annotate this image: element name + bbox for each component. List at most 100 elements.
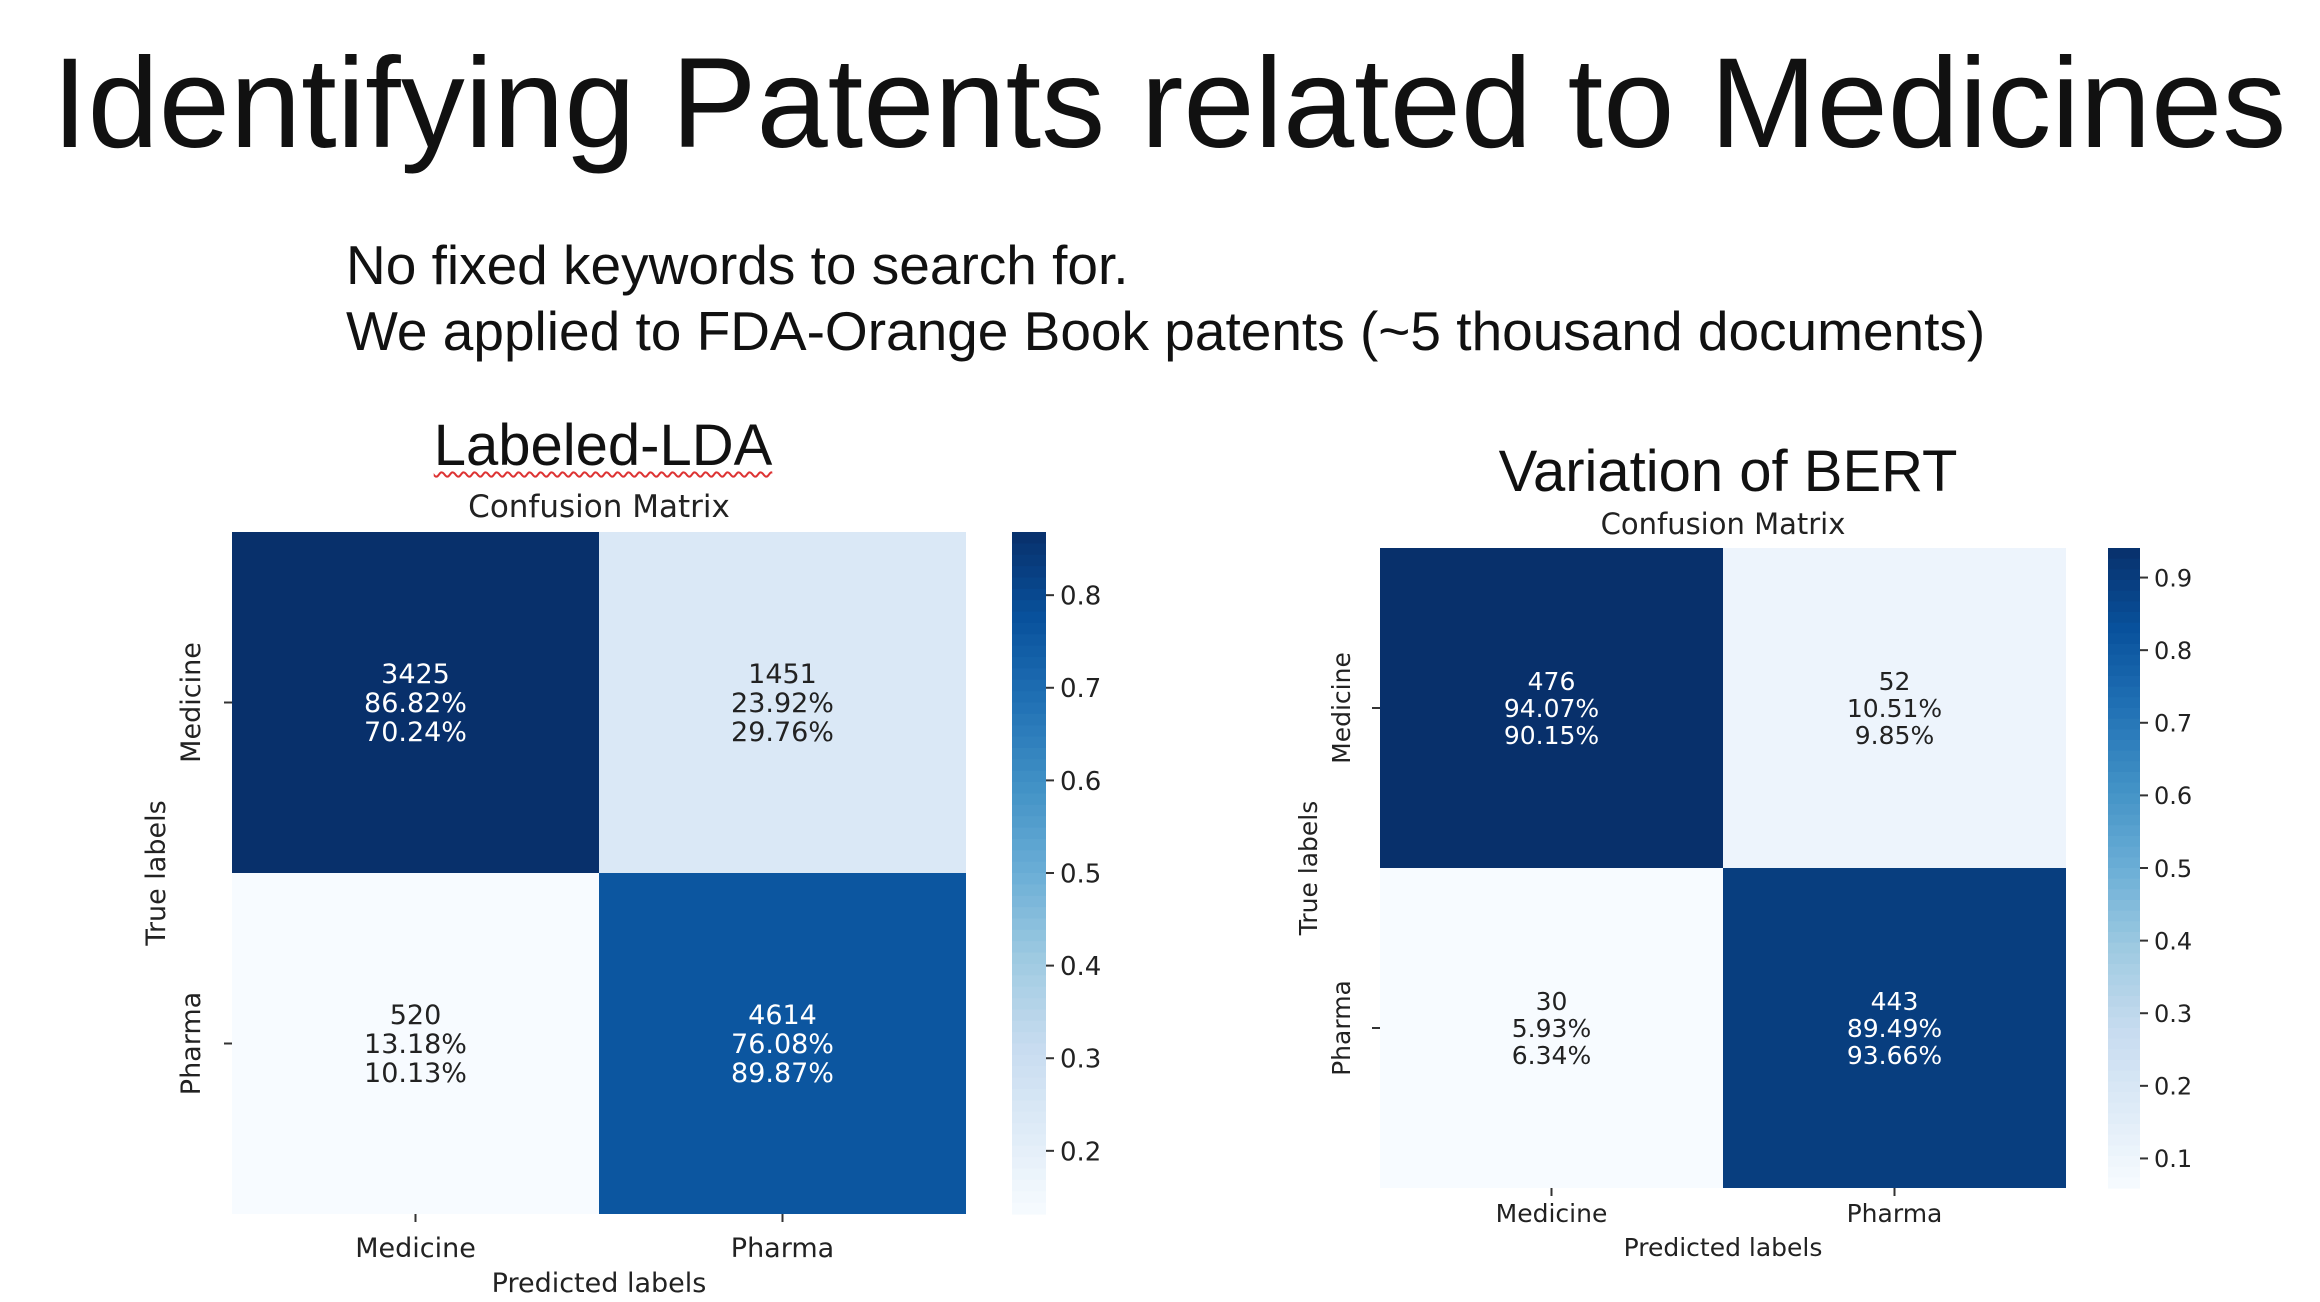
colorbar-segment bbox=[1012, 1032, 1046, 1045]
colorbar-segment bbox=[2108, 900, 2140, 912]
colorbar-segment bbox=[2108, 857, 2140, 869]
colorbar-segment bbox=[2108, 1049, 2140, 1061]
colorbar-segment bbox=[1012, 1043, 1046, 1056]
colorbar-segment bbox=[1012, 941, 1046, 954]
colorbar-segment bbox=[2108, 772, 2140, 784]
colorbar-segment bbox=[2108, 654, 2140, 666]
colorbar-segment bbox=[2108, 932, 2140, 944]
colorbar-segment bbox=[1012, 1020, 1046, 1033]
lda-heading: Labeled-LDA bbox=[434, 412, 773, 479]
colorbar-segment bbox=[1012, 702, 1046, 715]
cell-label: 89.49% bbox=[1847, 1014, 1942, 1043]
colorbar-segment bbox=[1012, 884, 1046, 897]
colorbar-tick-label: 0.7 bbox=[2154, 710, 2192, 738]
colorbar-segment bbox=[2108, 612, 2140, 624]
colorbar-segment bbox=[2108, 1177, 2140, 1189]
colorbar-segment bbox=[2108, 793, 2140, 805]
colorbar-segment bbox=[2108, 964, 2140, 976]
cell-label: 94.07% bbox=[1504, 694, 1599, 723]
bert-heading: Variation of BERT bbox=[1498, 439, 1958, 504]
colorbar-segment bbox=[2108, 1166, 2140, 1178]
colorbar-segment bbox=[2108, 676, 2140, 688]
colorbar-segment bbox=[1012, 691, 1046, 704]
colorbar-segment bbox=[1012, 861, 1046, 874]
colorbar-segment bbox=[2108, 985, 2140, 997]
colorbar-segment bbox=[2108, 590, 2140, 602]
cell-label: 29.76% bbox=[731, 717, 834, 748]
colorbar-tick-label: 0.3 bbox=[2154, 1000, 2192, 1028]
cell-label: 520 bbox=[390, 1000, 442, 1031]
colorbar-segment bbox=[2108, 1092, 2140, 1104]
colorbar-segment bbox=[1012, 1191, 1046, 1204]
x-tick-label: Medicine bbox=[355, 1233, 476, 1264]
colorbar-segment bbox=[1012, 952, 1046, 965]
y-tick-label: Medicine bbox=[1327, 652, 1356, 764]
colorbar-segment bbox=[1012, 679, 1046, 692]
colorbar-segment bbox=[1012, 759, 1046, 772]
colorbar-segment bbox=[2108, 1038, 2140, 1050]
colorbar-segment bbox=[2108, 718, 2140, 730]
colorbar-segment bbox=[2108, 825, 2140, 837]
heatmap-cell bbox=[232, 532, 599, 873]
colorbar-tick-label: 0.5 bbox=[2154, 855, 2192, 883]
colorbar-segment bbox=[1012, 622, 1046, 635]
colorbar-segment bbox=[1012, 804, 1046, 817]
colorbar-segment bbox=[1012, 827, 1046, 840]
colorbar-segment bbox=[1012, 1202, 1046, 1215]
colorbar-segment bbox=[1012, 1134, 1046, 1147]
colorbar-segment bbox=[1012, 1168, 1046, 1181]
colorbar-segment bbox=[2108, 697, 2140, 709]
colorbar-segment bbox=[1012, 963, 1046, 976]
colorbar-segment bbox=[2108, 889, 2140, 901]
colorbar-segment bbox=[2108, 1124, 2140, 1136]
colorbar-segment bbox=[1012, 1077, 1046, 1090]
cell-label: 443 bbox=[1871, 987, 1919, 1016]
colorbar-tick-label: 0.6 bbox=[1060, 767, 1101, 797]
colorbar-segment bbox=[1012, 645, 1046, 658]
colorbar-segment bbox=[1012, 929, 1046, 942]
colorbar-segment bbox=[2108, 1134, 2140, 1146]
chart-title: Confusion Matrix bbox=[1601, 507, 1846, 541]
heatmap-cell bbox=[1723, 868, 2066, 1188]
colorbar-segment bbox=[1012, 782, 1046, 795]
colorbar-tick-label: 0.2 bbox=[1060, 1137, 1101, 1167]
colorbar-segment bbox=[2108, 1017, 2140, 1029]
colorbar-segment bbox=[2108, 782, 2140, 794]
colorbar-segment bbox=[1012, 1145, 1046, 1158]
heatmap-cell bbox=[232, 873, 599, 1214]
x-axis-label: Predicted labels bbox=[1624, 1233, 1823, 1262]
cell-label: 6.34% bbox=[1512, 1041, 1591, 1070]
colorbar-segment bbox=[1012, 577, 1046, 590]
colorbar-segment bbox=[1012, 1088, 1046, 1101]
colorbar-segment bbox=[1012, 554, 1046, 567]
colorbar-segment bbox=[2108, 846, 2140, 858]
colorbar-segment bbox=[2108, 644, 2140, 656]
colorbar-segment bbox=[1012, 1054, 1046, 1067]
colorbar-segment bbox=[2108, 1028, 2140, 1040]
cell-label: 52 bbox=[1879, 667, 1911, 696]
colorbar-segment bbox=[1012, 532, 1046, 544]
colorbar-segment bbox=[2108, 1156, 2140, 1168]
heatmap-cell bbox=[1380, 548, 1723, 868]
colorbar-segment bbox=[1012, 975, 1046, 988]
colorbar-segment bbox=[2108, 814, 2140, 826]
colorbar-segment bbox=[1012, 998, 1046, 1010]
heatmap-cell bbox=[1380, 868, 1723, 1188]
cell-label: 30 bbox=[1536, 987, 1568, 1016]
colorbar-segment bbox=[1012, 543, 1046, 556]
y-axis-label: True labels bbox=[141, 800, 172, 946]
colorbar-segment bbox=[2108, 910, 2140, 922]
colorbar-segment bbox=[2108, 1070, 2140, 1082]
heatmap-cell bbox=[599, 532, 966, 873]
colorbar-segment bbox=[2108, 953, 2140, 965]
colorbar-segment bbox=[2108, 558, 2140, 570]
colorbar-segment bbox=[2108, 740, 2140, 752]
cell-label: 1451 bbox=[748, 659, 817, 690]
colorbar-segment bbox=[1012, 713, 1046, 726]
colorbar-segment bbox=[1012, 986, 1046, 999]
colorbar-segment bbox=[2108, 942, 2140, 954]
colorbar-segment bbox=[2108, 686, 2140, 698]
colorbar-segment bbox=[1012, 907, 1046, 920]
colorbar-segment bbox=[1012, 1009, 1046, 1022]
